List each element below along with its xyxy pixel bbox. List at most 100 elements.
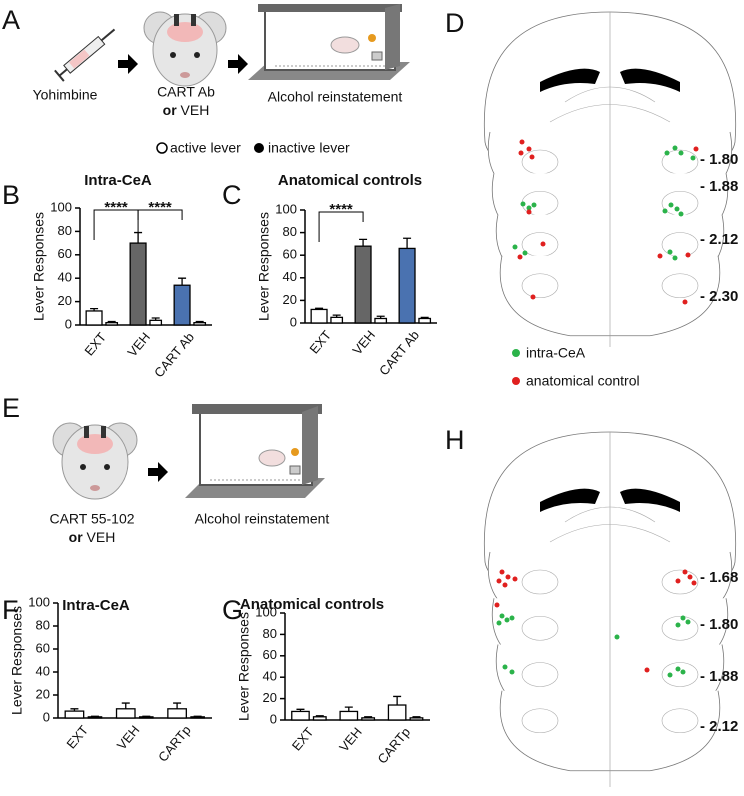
legend-label: anatomical control — [526, 373, 640, 389]
injection-site — [519, 139, 525, 145]
y-tick-label: 80 — [58, 223, 72, 238]
brain-structure — [521, 708, 559, 734]
panel-label: H — [445, 425, 465, 455]
error-bar — [393, 695, 402, 706]
operant-chamber — [185, 404, 325, 498]
injection-site — [540, 241, 546, 247]
injection-site — [672, 255, 678, 261]
y-tick-label: 100 — [28, 594, 50, 609]
bar — [418, 317, 432, 324]
section-level: - 2.30 — [700, 288, 738, 305]
injection-site — [496, 620, 502, 626]
error-bar — [178, 277, 187, 286]
x-tick-label: VEH — [124, 329, 153, 359]
bar — [173, 284, 191, 326]
y-tick-label: 40 — [36, 663, 50, 678]
section-level: - 1.88 — [700, 668, 738, 685]
bar — [190, 716, 205, 719]
y-tick-label: 0 — [43, 709, 50, 724]
caption: Yohimbine — [33, 87, 98, 103]
brain-structure — [661, 615, 699, 641]
injection-site — [682, 569, 688, 575]
injection-site — [667, 672, 673, 678]
injection-site — [520, 201, 526, 207]
error-bar — [90, 307, 99, 311]
error-bar — [412, 716, 421, 718]
injection-site — [674, 206, 680, 212]
injection-site — [687, 574, 693, 580]
brain-structure — [549, 86, 671, 123]
brain-structure — [521, 273, 559, 299]
error-bar — [107, 320, 116, 323]
y-tick-label: 40 — [263, 669, 277, 684]
y-axis-label: Lever Responses — [256, 212, 272, 321]
section-level: - 1.80 — [700, 616, 738, 633]
error-bar — [142, 715, 151, 717]
y-tick-label: 100 — [255, 604, 277, 619]
x-tick-label: CART Ab — [376, 327, 422, 378]
x-tick-label: EXT — [289, 724, 317, 753]
injection-site — [675, 578, 681, 584]
legend-label: intra-CeA — [526, 345, 586, 361]
chart-title: Anatomical controls — [278, 172, 422, 189]
legend-label: active lever — [170, 140, 241, 156]
injection-site — [496, 578, 502, 584]
injection-site — [505, 574, 511, 580]
injection-site — [690, 155, 696, 161]
syringe — [54, 28, 116, 82]
injection-site — [685, 619, 691, 625]
panel-label: G — [222, 595, 243, 625]
caption: Alcohol reinstatement — [268, 89, 403, 105]
bar — [409, 717, 424, 721]
chart-title: Intra-CeA — [62, 597, 130, 614]
section-level: - 1.68 — [700, 569, 738, 586]
y-tick-label: 80 — [283, 224, 297, 239]
injection-site — [662, 208, 668, 214]
y-tick-label: 0 — [290, 314, 297, 329]
y-tick-label: 60 — [36, 640, 50, 655]
operant-chamber — [248, 4, 410, 80]
significance-label: **** — [148, 199, 172, 216]
section-level: - 1.88 — [700, 178, 738, 195]
error-bar — [364, 716, 373, 718]
caption: VEH — [181, 102, 210, 118]
y-tick-label: 80 — [263, 626, 277, 641]
injection-site — [675, 666, 681, 672]
bar — [167, 708, 187, 719]
y-axis-label: Lever Responses — [236, 612, 252, 721]
y-tick-label: 60 — [283, 247, 297, 262]
injection-site — [502, 582, 508, 588]
injection-site — [675, 622, 681, 628]
bar — [310, 308, 328, 324]
y-tick-label: 20 — [283, 292, 297, 307]
panel-label: D — [445, 8, 465, 38]
error-bar — [376, 315, 385, 319]
error-bar — [173, 702, 182, 709]
brain-structure — [549, 506, 671, 543]
bar — [105, 322, 119, 326]
y-tick-label: 20 — [58, 293, 72, 308]
bar — [85, 310, 103, 326]
chart-title: Intra-CeA — [84, 172, 152, 189]
arrow — [118, 54, 138, 74]
y-tick-label: 40 — [283, 269, 297, 284]
error-bar — [151, 317, 160, 321]
x-tick-label: VEH — [336, 724, 365, 754]
injection-site — [522, 250, 528, 256]
caption: or — [69, 529, 84, 545]
bar — [354, 245, 372, 324]
error-bar — [403, 237, 412, 249]
injection-site — [518, 150, 524, 156]
bar — [149, 319, 163, 326]
caption: or VEH — [69, 529, 116, 545]
arrow — [228, 54, 248, 74]
injection-site — [693, 146, 699, 152]
significance-bracket — [318, 211, 364, 242]
mouse — [52, 422, 138, 500]
mouse — [143, 11, 227, 87]
arrow — [148, 462, 168, 482]
ventricle — [540, 488, 680, 512]
bar — [64, 710, 85, 719]
injection-site — [672, 145, 678, 151]
legend-marker — [512, 349, 520, 357]
